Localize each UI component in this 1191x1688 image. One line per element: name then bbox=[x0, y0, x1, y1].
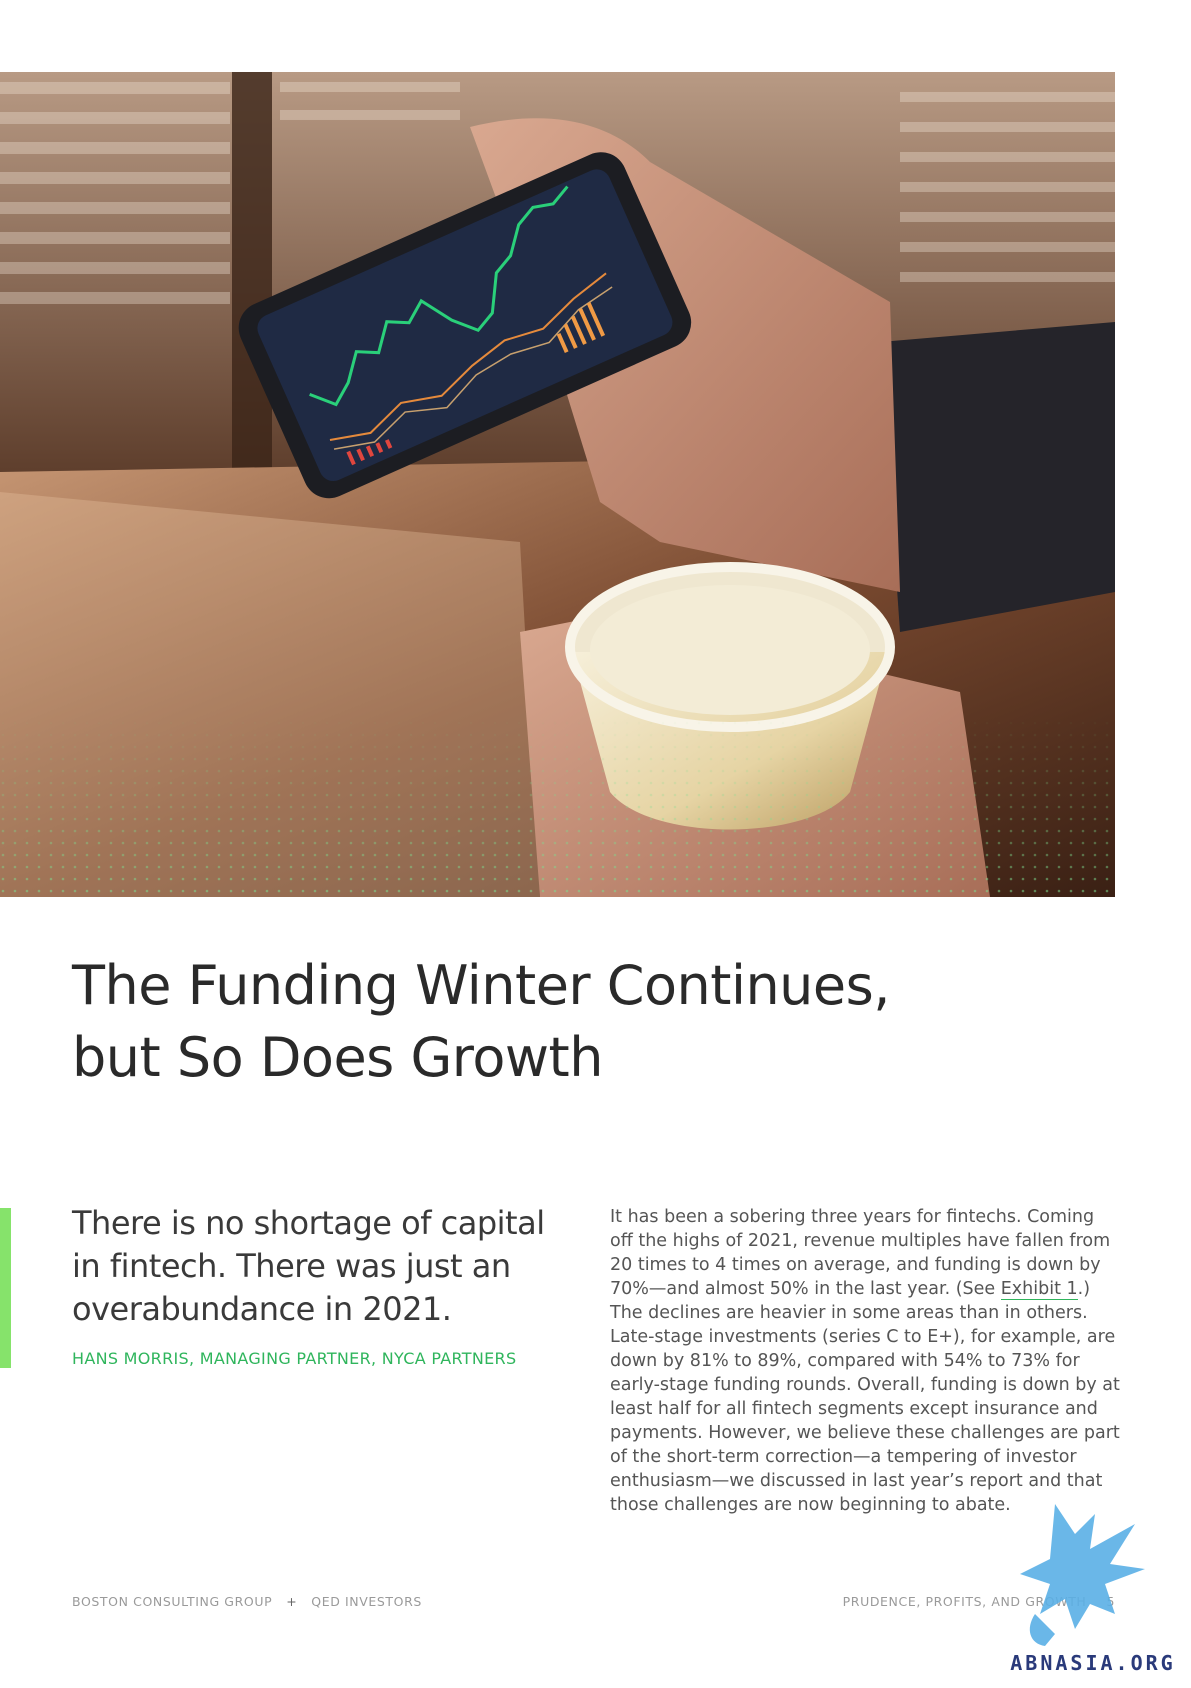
hand-holding-phone-with-stock-chart-and-paper-cup-photo-icon bbox=[0, 72, 1115, 897]
page-title-line-1: The Funding Winter Continues, bbox=[72, 954, 890, 1017]
body-paragraph-part-2: .) The declines are heavier in some area… bbox=[610, 1279, 1120, 1515]
footer-org-bcg: BOSTON CONSULTING GROUP bbox=[72, 1594, 273, 1609]
page-title: The Funding Winter Continues, but So Doe… bbox=[72, 950, 972, 1094]
body-paragraph-part-1: It has been a sobering three years for f… bbox=[610, 1207, 1111, 1299]
footer-separator: + bbox=[286, 1594, 298, 1609]
hero-photo bbox=[0, 72, 1115, 897]
watermark: ABNASIA.ORG bbox=[995, 1494, 1191, 1684]
footer-left: BOSTON CONSULTING GROUP + QED INVESTORS bbox=[72, 1594, 422, 1609]
pullquote-text: There is no shortage of capital in finte… bbox=[72, 1204, 545, 1328]
exhibit-1-link[interactable]: Exhibit 1 bbox=[1000, 1279, 1078, 1300]
pullquote-accent-bar bbox=[0, 1208, 11, 1368]
page-title-line-2: but So Does Growth bbox=[72, 1026, 603, 1089]
body-paragraph: It has been a sobering three years for f… bbox=[610, 1205, 1120, 1517]
svg-text:ABNASIA.ORG: ABNASIA.ORG bbox=[1010, 1651, 1175, 1675]
griffin-logo-icon: ABNASIA.ORG bbox=[1010, 1504, 1175, 1675]
footer-report-title: PRUDENCE, PROFITS, AND GROWTH bbox=[842, 1594, 1087, 1609]
pullquote-attribution: HANS MORRIS, MANAGING PARTNER, NYCA PART… bbox=[72, 1349, 517, 1368]
footer-org-qed: QED INVESTORS bbox=[311, 1594, 422, 1609]
